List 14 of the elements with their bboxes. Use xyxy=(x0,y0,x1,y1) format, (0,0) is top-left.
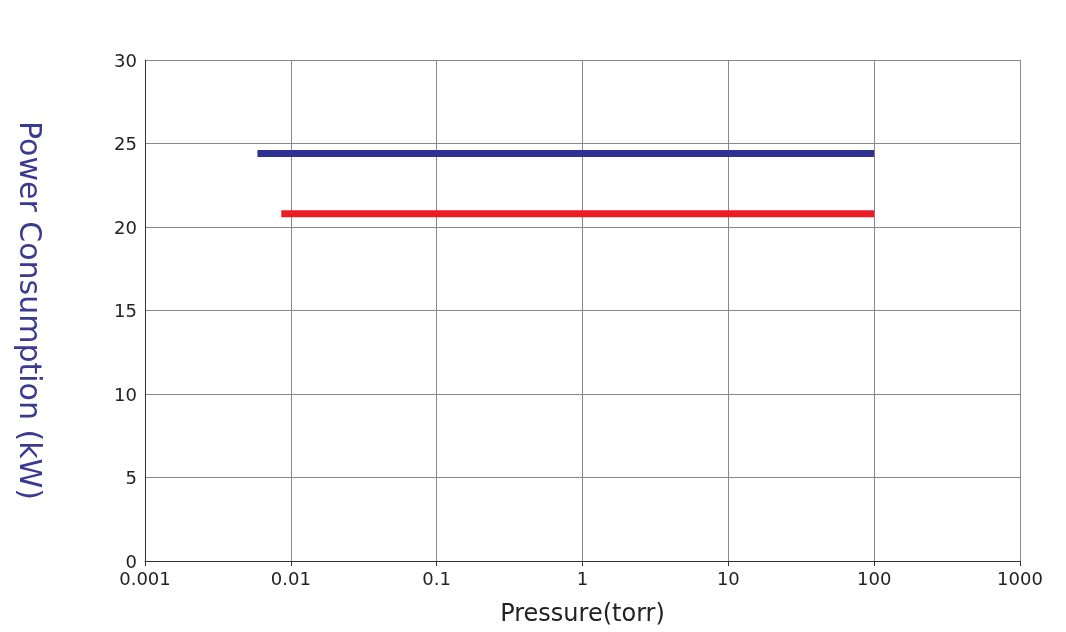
y-tick-label: 20 xyxy=(114,216,137,238)
x-tick-label: 100 xyxy=(856,567,892,589)
x-tick-label: 1 xyxy=(576,567,589,589)
y-axis-title: Power Consumption (kW) xyxy=(12,121,48,500)
x-tick-label: 0.01 xyxy=(270,567,311,589)
y-tick-label: 25 xyxy=(114,133,137,154)
x-tick-label: 1000 xyxy=(997,567,1043,589)
x-axis-title: Pressure(torr) xyxy=(500,599,665,627)
y-tick-label: 15 xyxy=(114,300,137,321)
x-tick-label: 10 xyxy=(716,567,740,589)
y-tick-label: 30 xyxy=(114,49,137,71)
y-tick-label: 5 xyxy=(125,467,137,488)
x-tick-label: 0.1 xyxy=(422,567,451,589)
y-tick-label: 10 xyxy=(114,383,137,405)
